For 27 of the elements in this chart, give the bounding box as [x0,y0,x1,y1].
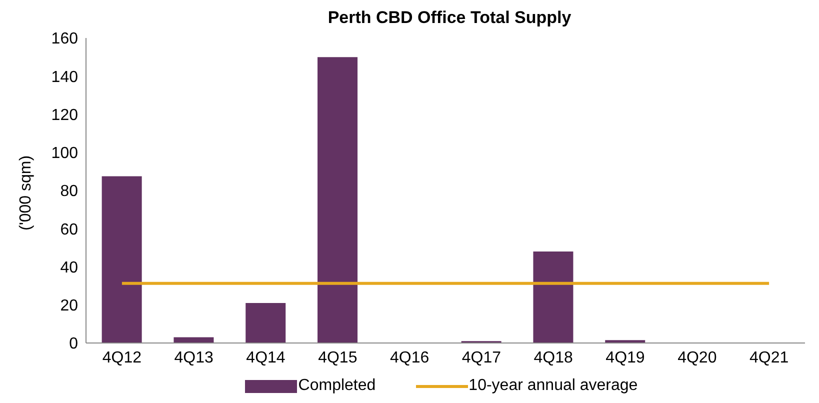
y-tick-label: 60 [60,221,78,238]
x-tick-label: 4Q19 [606,349,645,366]
y-tick-label: 100 [51,145,78,162]
x-tick-label: 4Q20 [678,349,717,366]
y-axis-title: ('000 sqm) [18,155,35,230]
bar [102,176,142,343]
legend-label: 10-year annual average [468,377,638,395]
bar [318,57,358,343]
x-tick-label: 4Q17 [462,349,502,366]
x-tick-label: 4Q16 [390,349,430,366]
x-tick-label: 4Q14 [246,349,286,366]
x-tick-label: 4Q21 [749,349,789,366]
y-tick-label: 120 [51,106,78,124]
x-tick-label: 4Q12 [102,349,142,366]
legend-label: Completed [298,377,376,395]
y-tick-label: 80 [60,183,78,200]
y-tick-label: 160 [51,30,78,48]
y-tick-label: 20 [60,298,78,315]
y-tick-label: 0 [69,336,78,353]
chart-title: Perth CBD Office Total Supply [326,8,572,29]
x-tick-label: 4Q15 [318,349,358,366]
bar [246,302,286,343]
y-tick-label: 140 [51,68,78,86]
bar [533,252,574,343]
x-tick-label: 4Q18 [534,349,574,366]
x-tick-label: 4Q13 [174,349,214,366]
y-tick-label: 40 [60,259,78,276]
